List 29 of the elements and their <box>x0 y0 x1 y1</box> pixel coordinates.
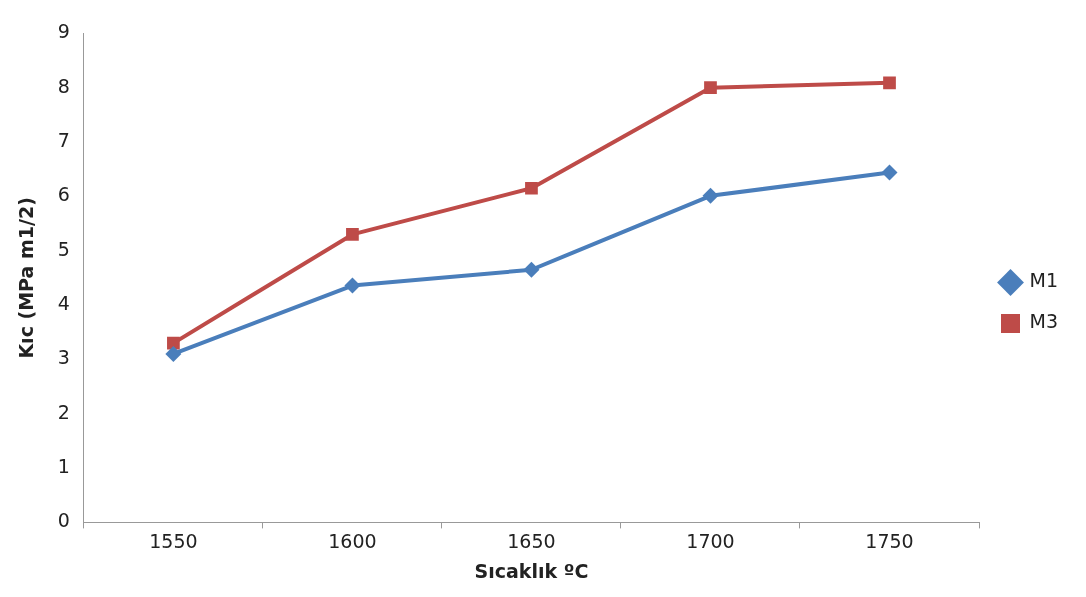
x-tick-label: 1600 <box>328 529 377 552</box>
legend-label: M3 <box>1029 310 1058 333</box>
y-tick-label: 4 <box>57 292 70 314</box>
y-tick-label: 9 <box>57 20 70 43</box>
point <box>883 76 896 90</box>
y-tick-label: 3 <box>57 346 70 369</box>
y-tick-label: 6 <box>57 183 70 206</box>
point <box>881 164 898 181</box>
point <box>702 187 719 204</box>
point <box>167 336 180 350</box>
x-tick-label: 1700 <box>686 529 735 552</box>
x-tick-label: 1750 <box>865 529 914 552</box>
point <box>344 277 361 294</box>
point <box>704 81 717 95</box>
y-tick-label: 7 <box>57 129 70 151</box>
x-tick-label: 1650 <box>507 529 556 552</box>
x-axis-title: Sıcaklık ºC <box>474 559 589 582</box>
point <box>165 345 182 362</box>
point <box>346 228 359 241</box>
y-tick-label: 0 <box>57 509 70 532</box>
x-tick-label: 1550 <box>149 529 198 552</box>
y-tick-label: 5 <box>57 237 70 260</box>
y-tick-label: 2 <box>57 400 70 423</box>
point <box>525 181 538 195</box>
y-tick-label: 1 <box>57 455 70 477</box>
y-axis-title: Kıc (MPa m1/2) <box>15 197 38 359</box>
point <box>523 261 540 278</box>
legend-label: M1 <box>1029 269 1058 292</box>
y-tick-label: 8 <box>57 74 70 97</box>
